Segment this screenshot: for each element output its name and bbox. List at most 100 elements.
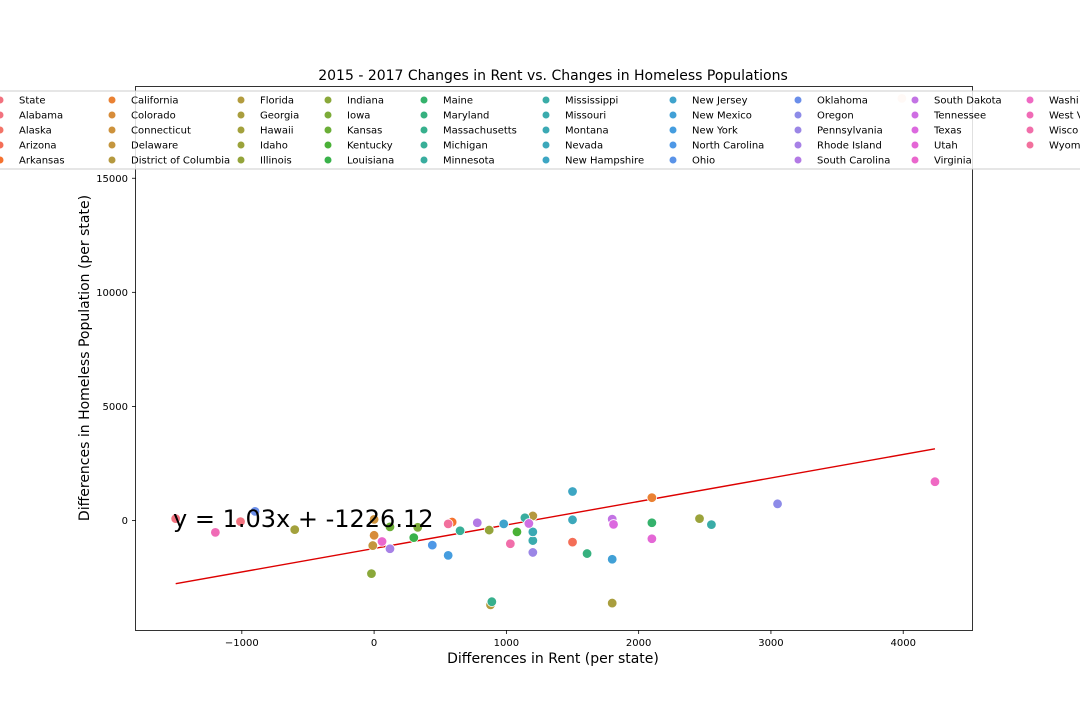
- legend-marker: [420, 111, 428, 119]
- data-point: [567, 514, 578, 526]
- legend-marker: [237, 111, 245, 119]
- legend-marker: [237, 96, 245, 104]
- legend-label: District of Columbia: [131, 156, 230, 167]
- legend-marker: [420, 96, 428, 104]
- legend-label: South Carolina: [817, 156, 890, 167]
- legend-label: Connecticut: [131, 126, 191, 137]
- legend-marker: [324, 126, 332, 134]
- data-point: [694, 513, 705, 524]
- legend-marker: [542, 111, 550, 119]
- data-point: [646, 517, 658, 528]
- legend-marker: [794, 111, 802, 119]
- legend-label: Florida: [260, 96, 294, 107]
- legend-label: Indiana: [347, 96, 384, 107]
- x-tick-label: 2000: [626, 638, 651, 649]
- data-point: [486, 596, 498, 607]
- data-point: [408, 532, 419, 543]
- data-point: [289, 524, 300, 535]
- legend-label: Mississippi: [565, 96, 618, 107]
- legend-marker: [669, 96, 677, 104]
- data-point: [368, 530, 380, 541]
- legend-marker: [108, 126, 116, 134]
- legend-marker: [669, 111, 677, 119]
- legend-marker: [0, 141, 4, 149]
- legend-marker: [108, 111, 116, 119]
- legend-marker: [794, 141, 802, 149]
- legend-label: West V: [1049, 111, 1080, 122]
- data-point: [210, 527, 221, 538]
- data-point: [235, 516, 246, 527]
- legend-marker: [794, 96, 802, 104]
- data-point: [498, 518, 509, 530]
- legend-label: North Carolina: [692, 141, 764, 152]
- legend-marker: [542, 96, 550, 104]
- data-point: [929, 476, 941, 487]
- data-point: [412, 522, 423, 533]
- plot-area: [135, 86, 973, 631]
- legend-label: New Hampshire: [565, 156, 644, 167]
- legend-label: Kentucky: [347, 141, 393, 152]
- data-point: [472, 517, 483, 528]
- legend-label: Texas: [933, 126, 962, 137]
- legend-label: California: [131, 96, 179, 107]
- legend-label: Maryland: [443, 111, 489, 122]
- legend-label: Tennessee: [933, 111, 986, 122]
- legend-marker: [324, 111, 332, 119]
- legend-label: Arkansas: [19, 156, 65, 167]
- legend-label: Idaho: [260, 141, 288, 152]
- regression-line: [175, 448, 936, 585]
- x-tick-label: 3000: [758, 638, 783, 649]
- data-point: [772, 498, 783, 510]
- data-point: [442, 550, 454, 561]
- legend-marker: [669, 141, 677, 149]
- legend-label: South Dakota: [934, 96, 1002, 107]
- legend-label: Nevada: [565, 141, 603, 152]
- regression-line-group: [175, 448, 936, 585]
- legend-marker: [1026, 111, 1034, 119]
- legend-label: Iowa: [347, 111, 370, 122]
- y-axis-label: Differences in Homeless Population (per …: [77, 195, 93, 521]
- data-point: [646, 492, 658, 503]
- legend: State Alabama Alaska Arizona Arkansas Califor…: [0, 90, 1080, 170]
- legend-label: Louisiana: [347, 156, 394, 167]
- legend-marker: [669, 156, 677, 164]
- x-tick-label: 1000: [494, 638, 519, 649]
- regression-equation: y = 1.03x + -1226.12: [173, 505, 433, 533]
- legend-label: New York: [692, 126, 738, 137]
- legend-marker: [1026, 141, 1034, 149]
- y-tick-label: 15000: [96, 174, 128, 185]
- legend-label: Minnesota: [443, 156, 495, 167]
- data-point: [567, 536, 578, 548]
- data-point: [523, 518, 535, 529]
- legend-marker: [0, 126, 4, 134]
- y-tick-label: 10000: [96, 288, 128, 299]
- legend-marker: [420, 156, 428, 164]
- legend-label: Oregon: [817, 111, 854, 122]
- legend-marker: [542, 126, 550, 134]
- data-point: [567, 486, 578, 497]
- legend-marker: [1026, 96, 1034, 104]
- legend-label: Virginia: [934, 156, 972, 167]
- legend-label: New Mexico: [692, 111, 752, 122]
- legend-marker: [108, 141, 116, 149]
- legend-marker: [0, 96, 4, 104]
- data-point: [646, 533, 658, 544]
- legend-marker: [794, 156, 802, 164]
- legend-marker: [911, 141, 919, 149]
- legend-marker: [237, 156, 245, 164]
- legend-label: Oklahoma: [817, 96, 868, 107]
- legend-marker: [324, 156, 332, 164]
- legend-label: Delaware: [131, 141, 178, 152]
- legend-marker: [911, 156, 919, 164]
- data-point: [483, 524, 495, 536]
- data-point: [607, 597, 618, 609]
- data-points: [170, 93, 941, 611]
- data-point: [384, 543, 396, 554]
- data-point: [376, 536, 388, 547]
- x-axis-label: Differences in Rent (per state): [447, 651, 659, 667]
- legend-label: Alabama: [19, 111, 63, 122]
- data-point: [454, 525, 466, 536]
- data-point: [368, 514, 380, 525]
- data-point: [366, 568, 377, 579]
